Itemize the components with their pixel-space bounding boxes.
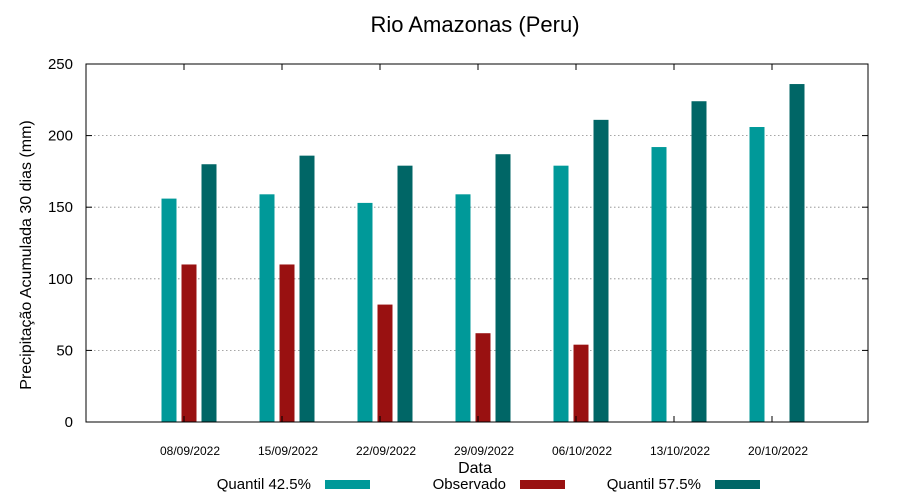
bar-quantil-57-5--1 [299, 155, 315, 422]
ytick-label: 0 [65, 414, 73, 431]
xtick-label: 22/09/2022 [356, 444, 416, 458]
ytick-label: 50 [56, 342, 73, 359]
bar-quantil-57-5--5 [691, 101, 707, 423]
bar-quantil-57-5--0 [201, 164, 217, 423]
bar-observado-1 [279, 264, 295, 422]
bar-observado-0 [181, 264, 197, 422]
xtick-label: 15/09/2022 [258, 444, 318, 458]
bars [161, 84, 805, 423]
legend-swatch-2 [715, 480, 760, 489]
bar-quantil-42-5--3 [455, 194, 471, 422]
ytick-label: 150 [48, 199, 73, 216]
xtick-label: 29/09/2022 [454, 444, 514, 458]
bar-observado-2 [377, 304, 393, 422]
bar-quantil-42-5--4 [553, 165, 569, 422]
bar-quantil-42-5--2 [357, 202, 373, 422]
bar-quantil-42-5--5 [651, 147, 667, 422]
y-axis-ticks: 0 50 100 150 200 250 [48, 56, 868, 431]
bar-observado-4 [573, 344, 589, 422]
legend-label: Quantil 42.5% [217, 476, 311, 493]
legend: Quantil 42.5% Observado Quantil 57.5% [217, 476, 760, 493]
ytick-label: 250 [48, 56, 73, 73]
x-axis-label: Data [458, 460, 492, 477]
bar-quantil-57-5--6 [789, 84, 805, 422]
bar-observado-3 [475, 333, 491, 422]
xtick-label: 06/10/2022 [552, 444, 612, 458]
ytick-label: 200 [48, 128, 73, 145]
bar-quantil-57-5--3 [495, 154, 511, 422]
bar-quantil-57-5--2 [397, 165, 413, 422]
xtick-label: 08/09/2022 [160, 444, 220, 458]
xtick-label: 13/10/2022 [650, 444, 710, 458]
xtick-label: 20/10/2022 [748, 444, 808, 458]
legend-swatch-0 [325, 480, 370, 489]
bar-quantil-42-5--1 [259, 194, 275, 422]
chart-title: Rio Amazonas (Peru) [370, 12, 579, 37]
bar-quantil-42-5--6 [749, 127, 765, 423]
ytick-label: 100 [48, 271, 73, 288]
legend-label: Observado [433, 476, 506, 493]
x-axis-ticks: 08/09/2022 15/09/2022 22/09/2022 29/09/2022… [160, 64, 808, 458]
bar-quantil-57-5--4 [593, 119, 609, 423]
plot-frame [85, 63, 869, 423]
y-axis-label: Precipitação Acumulada 30 dias (mm) [18, 120, 35, 389]
bar-quantil-42-5--0 [161, 198, 177, 422]
legend-label: Quantil 57.5% [607, 476, 701, 493]
legend-swatch-1 [520, 480, 565, 489]
